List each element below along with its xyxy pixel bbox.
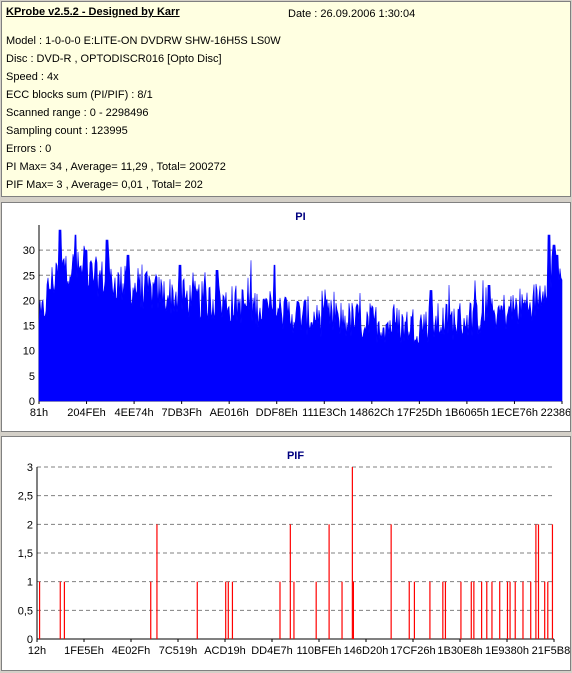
y-tick-label: 0	[29, 396, 35, 408]
x-tick-label: 14862Ch	[349, 407, 394, 419]
pi-chart: PI 0 5 10 15 20 25 30 81h 204FEh 4EE74h 7DB3Fh AE016…	[23, 211, 572, 419]
x-tick-label: 1ECE76h	[491, 407, 538, 419]
x-tick-label: 204FEh	[67, 407, 106, 419]
pi-chart-panel: PI 0 5 10 15 20 25 30 81h 204FEh 4EE74h 7DB3Fh AE016…	[1, 202, 572, 432]
scan-date: Date : 26.09.2006 1:30:04	[288, 8, 416, 20]
y-tick-label: 10	[23, 346, 35, 358]
y-tick-label: 1,5	[18, 548, 33, 560]
app-title: KProbe v2.5.2 - Designed by Karr	[6, 6, 180, 18]
y-tick-label: 15	[23, 321, 35, 333]
x-tick-label: ACD19h	[204, 645, 246, 657]
pif-chart-panel: PIF 0 0,5 1 1,5 2 2,5 3 12h 1FE5Eh 4E02Fh 7C519h ACD…	[1, 436, 572, 671]
x-tick-label: 1B30E8h	[437, 645, 482, 657]
x-tick-label: 7C519h	[159, 645, 198, 657]
y-tick-label: 3	[27, 462, 33, 474]
y-tick-label: 5	[29, 371, 35, 383]
info-errors: Errors : 0	[6, 143, 52, 155]
info-range: Scanned range : 0 - 2298496	[6, 107, 149, 119]
x-tick-label: DD4E7h	[251, 645, 293, 657]
x-tick-label: AE016h	[210, 407, 249, 419]
x-tick-label: 81h	[30, 407, 48, 419]
x-tick-label: 110BFEh	[296, 645, 341, 657]
info-model: Model : 1-0-0-0 E:LITE-ON DVDRW SHW-16H5…	[6, 35, 281, 47]
info-speed: Speed : 4x	[6, 71, 59, 83]
x-tick-label: 17F25Dh	[397, 407, 442, 419]
y-tick-label: 2	[27, 519, 33, 531]
info-pif-stats: PIF Max= 3 , Average= 0,01 , Total= 202	[6, 179, 203, 191]
x-tick-label: 146D20h	[344, 645, 389, 657]
x-tick-label: 4EE74h	[115, 407, 154, 419]
pif-chart: PIF 0 0,5 1 1,5 2 2,5 3 12h 1FE5Eh 4E02Fh 7C519h ACD…	[18, 450, 572, 657]
y-tick-label: 0	[27, 634, 33, 646]
y-tick-label: 1	[27, 577, 33, 589]
info-ecc: ECC blocks sum (PI/PIF) : 8/1	[6, 89, 153, 101]
y-tick-label: 30	[23, 245, 35, 257]
x-tick-label: 21F5B8h	[532, 645, 570, 657]
y-tick-label: 20	[23, 295, 35, 307]
x-tick-label: 12h	[28, 645, 46, 657]
x-tick-label: 1FE5Eh	[64, 645, 104, 657]
x-tick-label: 7DB3Fh	[161, 407, 201, 419]
x-tick-label: DDF8Eh	[256, 407, 298, 419]
x-tick-label: 1E9380h	[485, 645, 529, 657]
info-pi-stats: PI Max= 34 , Average= 11,29 , Total= 200…	[6, 161, 226, 173]
y-tick-label: 2,5	[18, 491, 33, 503]
y-tick-label: 25	[23, 270, 35, 282]
chart-title: PIF	[287, 450, 304, 462]
chart-title: PI	[295, 211, 305, 223]
x-tick-label: 111E3Ch	[302, 407, 346, 419]
info-sampling: Sampling count : 123995	[6, 125, 128, 137]
x-tick-label: 1B6065h	[445, 407, 489, 419]
x-tick-label: 17CF26h	[390, 645, 435, 657]
y-tick-label: 0,5	[18, 605, 33, 617]
pi-series	[38, 229, 563, 402]
x-tick-label: 223862h	[541, 407, 570, 419]
x-tick-label: 4E02Fh	[112, 645, 151, 657]
info-panel: KProbe v2.5.2 - Designed by Karr Date : …	[1, 1, 571, 197]
info-disc: Disc : DVD-R , OPTODISCR016 [Opto Disc]	[6, 53, 222, 65]
